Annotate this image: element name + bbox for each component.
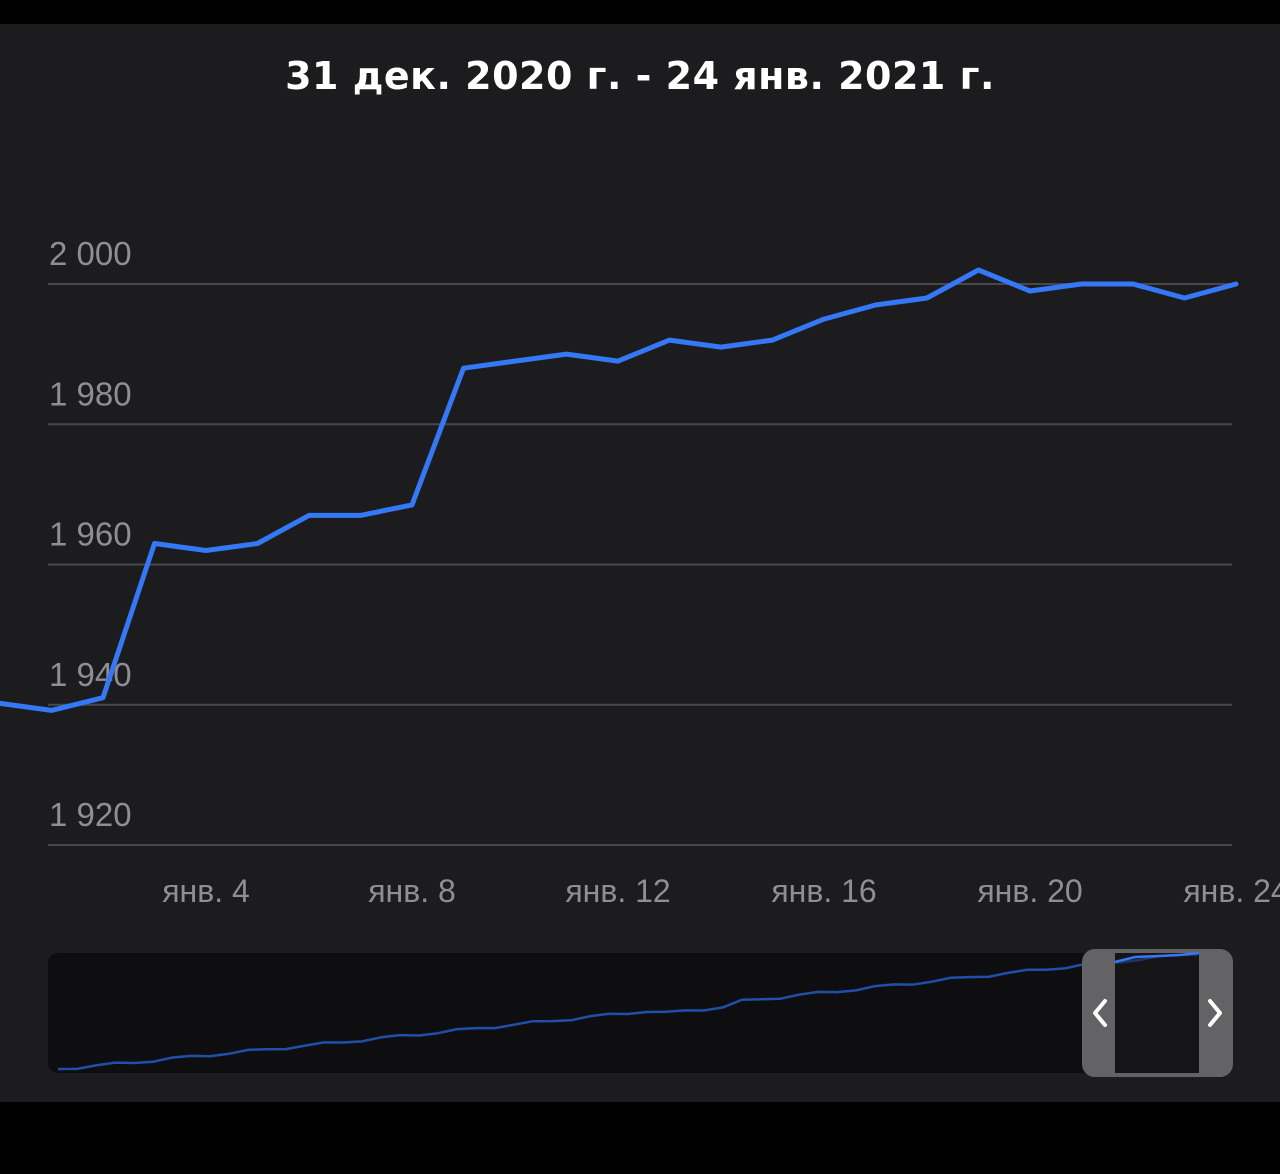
navigator-left-handle[interactable] (1083, 950, 1115, 1076)
navigator-right-handle[interactable] (1199, 950, 1232, 1076)
x-tick-label: янв. 20 (977, 873, 1082, 909)
navigator-selected-line (1114, 951, 1200, 964)
y-tick-label: 1 980 (49, 375, 132, 412)
navigator-selection[interactable] (1115, 953, 1199, 1073)
x-tick-label: янв. 24 (1183, 873, 1280, 909)
series-line (0, 267, 1239, 713)
chevron-left-icon (1093, 999, 1107, 1027)
chevron-right-icon (1208, 999, 1222, 1027)
y-tick-label: 2 000 (49, 235, 132, 272)
y-tick-label: 1 920 (49, 796, 132, 833)
y-tick-label: 1 940 (49, 656, 132, 693)
x-tick-label: янв. 16 (771, 873, 876, 909)
y-tick-label: 1 960 (49, 516, 132, 553)
navigator-trend-line (57, 953, 1199, 1071)
chart-panel (0, 24, 1280, 1102)
x-tick-label: янв. 12 (565, 873, 670, 909)
x-tick-label: янв. 4 (162, 873, 250, 909)
x-tick-label: янв. 8 (368, 873, 456, 909)
chart-title: 31 дек. 2020 г. - 24 янв. 2021 г. (285, 54, 995, 98)
